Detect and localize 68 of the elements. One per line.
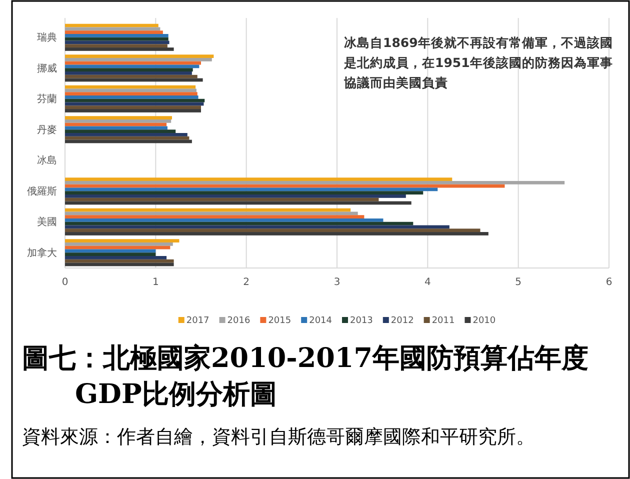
source-note: 資料來源：作者自繪，資料引自斯德哥爾摩國際和平研究所。: [22, 426, 535, 448]
x-tick-label: 0: [62, 277, 68, 288]
legend-label: 2017: [186, 316, 210, 326]
bar: [65, 98, 205, 102]
bar: [65, 88, 196, 92]
x-tick-label: 1: [152, 277, 159, 288]
bar: [65, 259, 174, 263]
bar: [65, 180, 565, 184]
x-tick-label: 3: [334, 277, 340, 288]
y-tick-label: 瑞典: [37, 32, 57, 44]
bar: [65, 106, 201, 110]
x-tick-label: 6: [606, 277, 612, 288]
legend-label: 2012: [390, 316, 414, 326]
bar: [65, 68, 193, 72]
bar: [65, 126, 168, 130]
bar: [65, 48, 174, 51]
bar: [65, 116, 172, 120]
bar: [65, 215, 364, 218]
y-tick-label: 冰島: [37, 154, 57, 167]
bar: [65, 30, 163, 34]
bar: [65, 252, 156, 256]
bar: [65, 212, 358, 216]
bar: [65, 242, 173, 246]
bar: [65, 64, 200, 68]
bar: [65, 72, 192, 75]
bar: [65, 249, 156, 253]
bar: [65, 218, 384, 222]
y-tick-label: 丹麥: [37, 124, 57, 136]
bar: [65, 188, 438, 192]
legend-label: 2010: [472, 316, 496, 326]
bar: [65, 92, 198, 96]
y-tick-label: 挪威: [37, 62, 57, 74]
bar: [65, 58, 212, 62]
bar: [65, 222, 414, 226]
bar: [65, 119, 172, 123]
bar: [65, 198, 379, 202]
bar: [65, 256, 167, 260]
legend-label: 2014: [309, 316, 332, 326]
bar: [65, 95, 198, 99]
bar: [65, 232, 488, 236]
legend-label: 2011: [432, 316, 455, 326]
bar: [65, 136, 190, 140]
bar: [65, 27, 160, 31]
bar: [65, 130, 176, 134]
text: 圖七：北極國家2010-2017年國防預算佔年度GDP比例分析圖: [22, 343, 588, 410]
x-tick-label: 5: [515, 277, 522, 288]
bar: [65, 178, 452, 181]
y-tick-label: 加拿大: [27, 246, 57, 259]
x-tick-label: 4: [424, 277, 431, 288]
bar: [65, 191, 424, 195]
bar: [65, 228, 480, 232]
bar: [65, 37, 168, 41]
bar: [65, 74, 198, 78]
bar: [65, 239, 180, 242]
bar: [65, 133, 188, 136]
y-tick-label: 芬蘭: [37, 93, 57, 106]
bar: [65, 194, 406, 198]
bar: [65, 109, 201, 112]
legend-label: 2013: [350, 316, 373, 326]
bar: [65, 34, 168, 38]
x-tick-label: 2: [243, 277, 250, 288]
y-tick-label: 俄羅斯: [27, 185, 57, 198]
legend-label: 2015: [268, 316, 292, 326]
bar: [65, 44, 168, 48]
y-tick-label: 美國: [37, 216, 57, 228]
legend-label: 2016: [227, 316, 250, 326]
bar: [65, 54, 214, 58]
annotation: 冰島自1869年後就不再設有常備軍，不過該國是北約成員，在1951年後該國的防務因為軍事協議而由美國負責: [343, 35, 613, 90]
